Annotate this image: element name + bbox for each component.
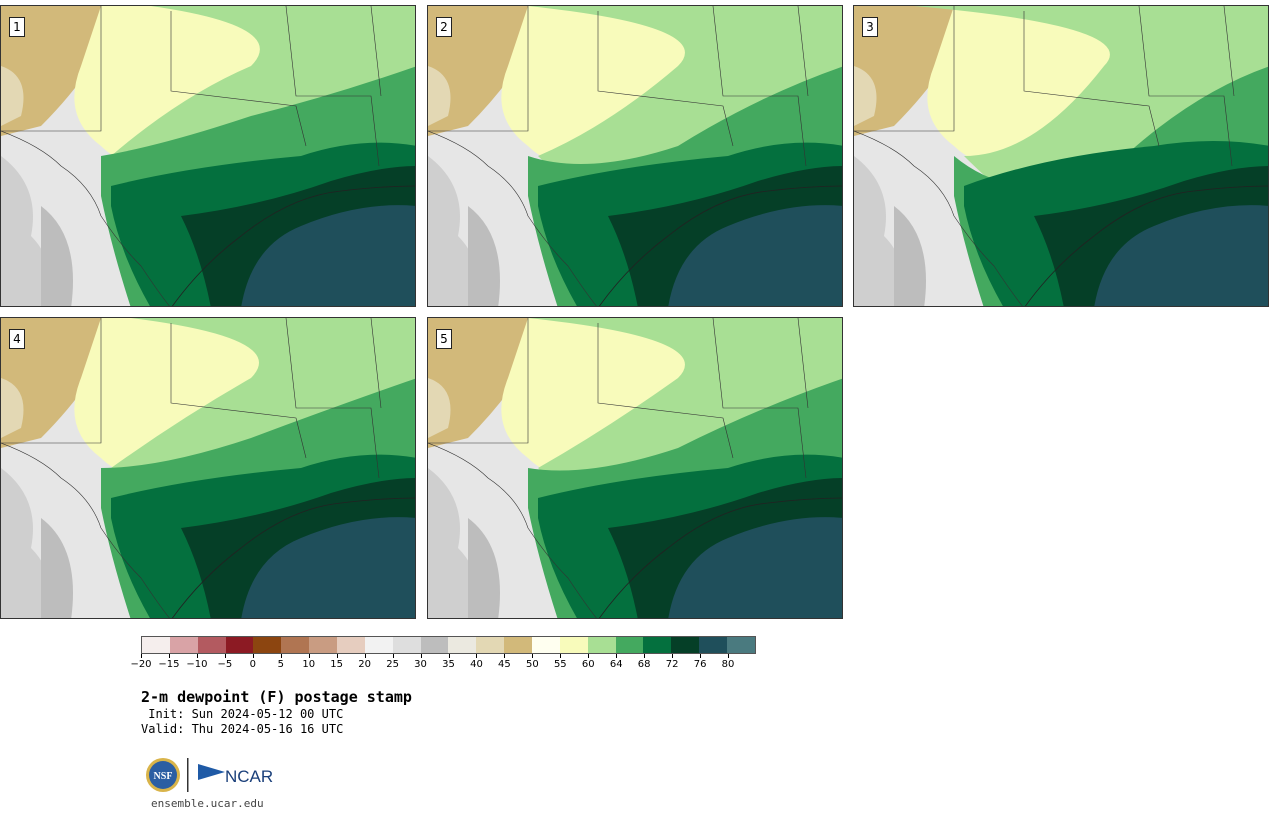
colorbar-tick-label: 60 xyxy=(581,659,595,670)
map-panel: 5 xyxy=(427,317,843,619)
colorbar-tick-label: 40 xyxy=(470,659,483,670)
colorbar-swatch xyxy=(392,637,421,653)
colorbar-tick xyxy=(392,654,394,658)
colorbar-tick xyxy=(644,654,646,658)
colorbar-tick-label: 25 xyxy=(386,659,399,670)
map-panel: 2 xyxy=(427,5,843,307)
colorbar-swatch xyxy=(476,637,505,653)
colorbar-tick xyxy=(196,654,198,658)
colorbar-tick xyxy=(252,654,254,658)
init-time: Init: Sun 2024-05-12 00 UTC xyxy=(141,707,344,721)
colorbar-swatch xyxy=(142,637,170,653)
colorbar-tick-label: −15 xyxy=(158,659,180,670)
colorbar-tick xyxy=(560,654,562,658)
dewpoint-map xyxy=(854,6,1268,306)
colorbar-tick xyxy=(588,654,590,658)
colorbar-swatch xyxy=(169,637,198,653)
colorbar-tick-label: 50 xyxy=(525,659,539,670)
colorbar-tick-label: 30 xyxy=(414,659,427,670)
colorbar-tick-label: 80 xyxy=(721,659,735,670)
colorbar-tick xyxy=(224,654,226,658)
colorbar-tick-label: −10 xyxy=(186,659,208,670)
colorbar-tick-label: −20 xyxy=(130,659,152,670)
colorbar-tick-label: 10 xyxy=(302,659,316,670)
colorbar-swatch xyxy=(504,637,533,653)
colorbar-swatch xyxy=(699,637,728,653)
panel-number: 5 xyxy=(436,329,452,349)
colorbar-swatch xyxy=(225,637,254,653)
colorbar-tick xyxy=(672,654,674,658)
colorbar-tick-label: 0 xyxy=(249,659,256,670)
colorbar-tick-label: 5 xyxy=(277,659,284,670)
colorbar-tick xyxy=(280,654,282,658)
colorbar-swatch xyxy=(420,637,449,653)
valid-time: Valid: Thu 2024-05-16 16 UTC xyxy=(141,722,344,736)
colorbar-swatch xyxy=(727,637,755,653)
colorbar-swatch xyxy=(253,637,282,653)
colorbar-tick xyxy=(336,654,338,658)
dewpoint-map xyxy=(428,318,842,618)
dewpoint-map xyxy=(1,6,415,306)
colorbar-tick xyxy=(728,654,730,658)
dewpoint-map xyxy=(428,6,842,306)
map-panel: 3 xyxy=(853,5,1269,307)
colorbar-tick xyxy=(448,654,450,658)
map-title: 2-m dewpoint (F) postage stamp xyxy=(141,688,412,706)
colorbar-tick xyxy=(476,654,478,658)
colorbar-swatch xyxy=(643,637,672,653)
colorbar-tick-label: −5 xyxy=(217,659,233,670)
colorbar-tick xyxy=(168,654,170,658)
colorbar-tick xyxy=(141,654,142,658)
colorbar-swatch xyxy=(309,637,338,653)
colorbar-tick xyxy=(700,654,702,658)
colorbar-tick-label: 35 xyxy=(442,659,455,670)
colorbar-tick xyxy=(308,654,310,658)
nsf-ncar-logo: NSF NCAR xyxy=(146,758,273,792)
colorbar-tick-label: 64 xyxy=(609,659,623,670)
colorbar-tick xyxy=(532,654,534,658)
colorbar-swatch xyxy=(559,637,588,653)
colorbar-swatch xyxy=(281,637,310,653)
colorbar-swatch xyxy=(587,637,616,653)
colorbar-tick-label: 20 xyxy=(358,659,371,670)
colorbar-tick-label: 76 xyxy=(693,659,707,670)
panel-number: 4 xyxy=(9,329,25,349)
panel-number: 2 xyxy=(436,17,452,37)
ncar-logo-text: NCAR xyxy=(225,767,273,786)
colorbar-tick-label: 72 xyxy=(665,659,679,670)
colorbar-tick-label: 15 xyxy=(330,659,344,670)
colorbar-swatch xyxy=(671,637,700,653)
colorbar-swatch xyxy=(532,637,560,653)
colorbar xyxy=(141,636,756,654)
colorbar-swatch xyxy=(197,637,226,653)
colorbar-tick-label: 45 xyxy=(498,659,511,670)
colorbar-swatch xyxy=(337,637,365,653)
colorbar-tick-label: 68 xyxy=(637,659,651,670)
map-panel: 4 xyxy=(0,317,416,619)
colorbar-swatch xyxy=(448,637,477,653)
map-panel: 1 xyxy=(0,5,416,307)
website-url: ensemble.ucar.edu xyxy=(151,797,264,810)
dewpoint-map xyxy=(1,318,415,618)
colorbar-swatch xyxy=(364,637,393,653)
colorbar-tick xyxy=(420,654,422,658)
nsf-logo-text: NSF xyxy=(154,771,173,782)
colorbar-swatch xyxy=(615,637,644,653)
colorbar-tick xyxy=(616,654,618,658)
colorbar-tick xyxy=(364,654,366,658)
panel-number: 3 xyxy=(862,17,878,37)
colorbar-tick-label: 55 xyxy=(553,659,567,670)
colorbar-tick xyxy=(504,654,506,658)
panel-number: 1 xyxy=(9,17,25,37)
